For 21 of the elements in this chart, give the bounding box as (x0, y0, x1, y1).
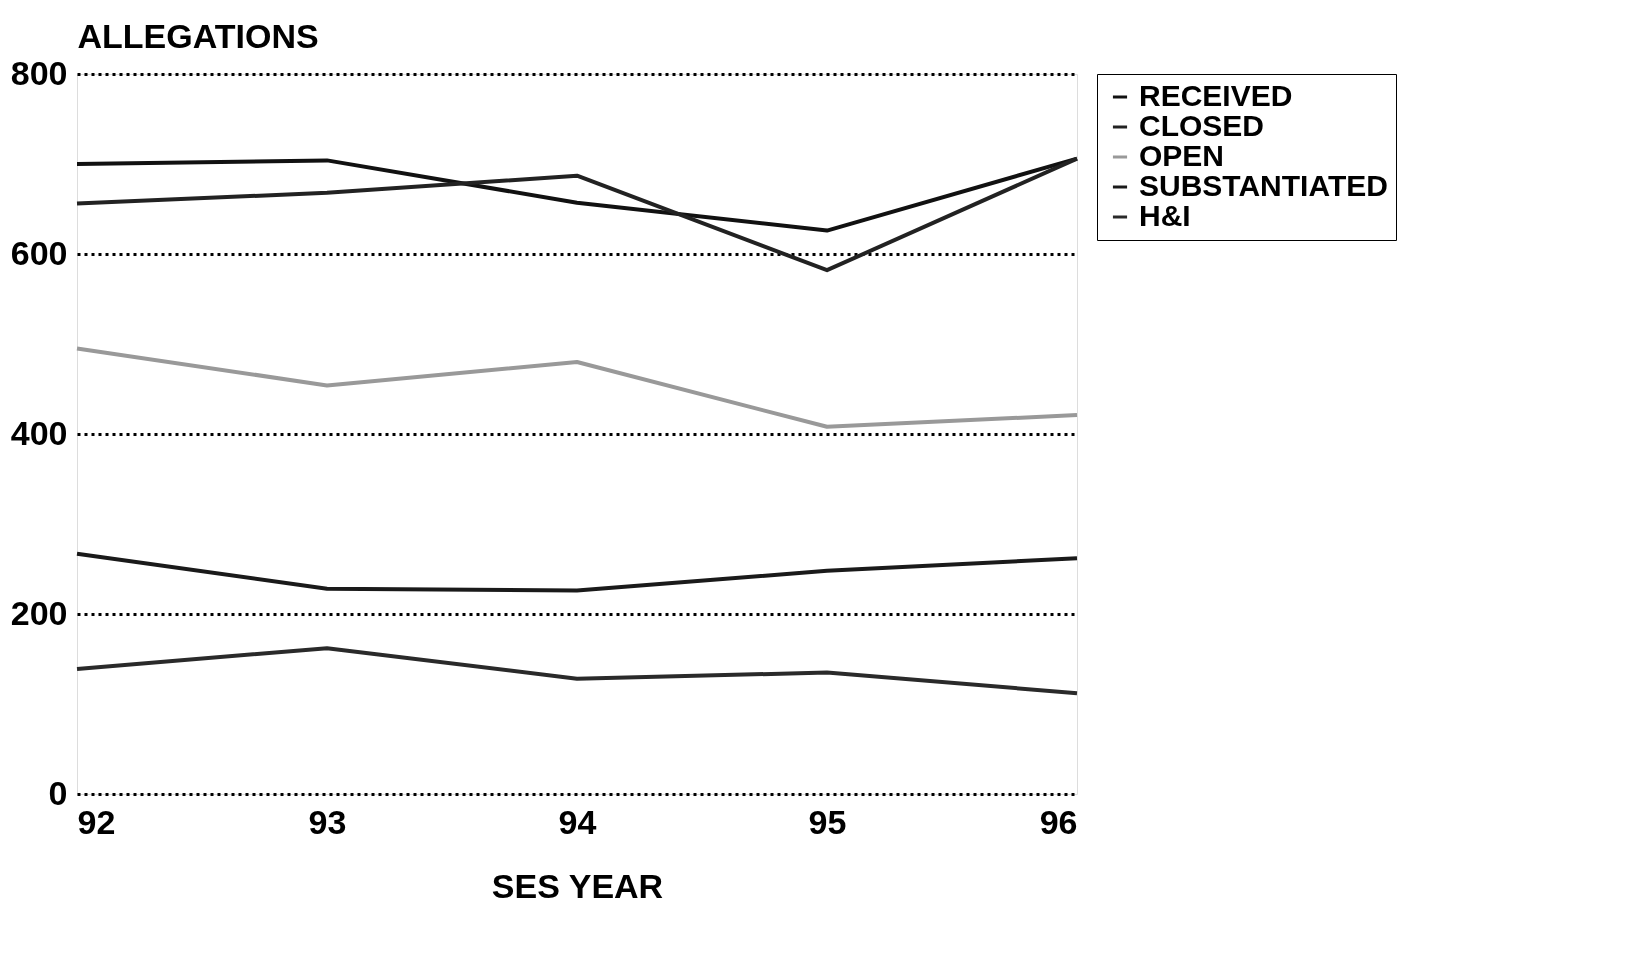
line-series (75, 551, 1079, 593)
x-tick-label: 94 (558, 802, 597, 841)
x-axis-title: SES YEAR (491, 866, 664, 905)
line-series (75, 346, 1079, 429)
legend-label: H&I (1139, 199, 1191, 232)
x-tick-label: 93 (308, 802, 347, 841)
legend-label: OPEN (1139, 139, 1225, 172)
y-tick-label: 600 (10, 233, 68, 272)
legend-label: SUBSTANTIATED (1139, 169, 1388, 202)
legend-label: RECEIVED (1139, 79, 1293, 112)
line-series (75, 646, 1079, 696)
x-tick-label: 96 (1039, 802, 1078, 841)
y-tick-label: 0 (48, 773, 68, 812)
legend-label: CLOSED (1139, 109, 1265, 142)
x-tick-label: 95 (808, 802, 847, 841)
y-tick-label: 200 (10, 593, 68, 632)
y-axis-title: ALLEGATIONS (77, 16, 319, 55)
y-tick-label: 400 (10, 413, 68, 452)
line-series (75, 156, 1079, 273)
x-tick-label: 92 (77, 802, 116, 841)
y-tick-label: 800 (10, 53, 68, 92)
